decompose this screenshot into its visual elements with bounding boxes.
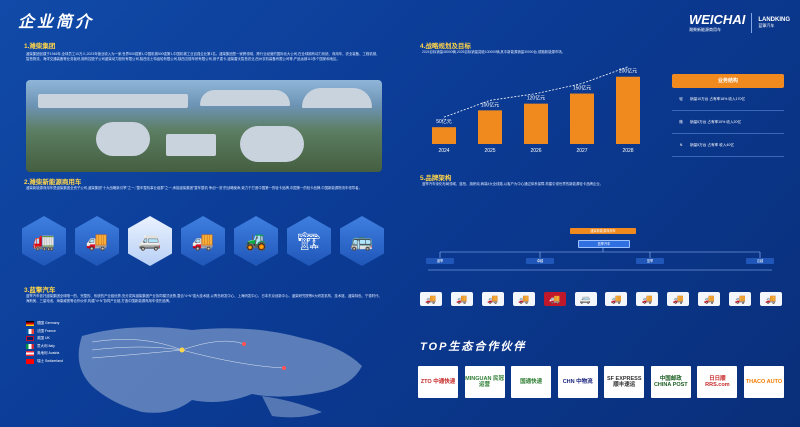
excavator-icon: 🏗 (287, 216, 331, 266)
van-icon: 🚐 (574, 292, 597, 306)
partner-logo: CHN 中物流 (557, 366, 598, 398)
truck-icon: 🚚 (420, 292, 442, 306)
org-branch: 蓝擎 (636, 258, 664, 264)
truck-icon: 🚚 (667, 292, 690, 306)
section-1-title: 1.潍柴集团 (24, 43, 56, 50)
flag-germany-icon (26, 321, 34, 327)
flag-switzerland-icon (26, 358, 34, 364)
flag-item: 瑞士 Switzerland (26, 358, 63, 366)
weichai-logo: WEICHAI 潍柴新能源商用车 (688, 12, 746, 32)
revenue-target-chart: 50亿元 2024 100亿元 2025 120亿元 2026 150亿元 2027 200亿元… (432, 66, 640, 154)
truck-icon: 🚚 (759, 292, 782, 306)
category-label: 2027 (576, 148, 587, 154)
trend-line (443, 66, 629, 118)
org-mid: 蓝擎汽车 (578, 240, 630, 248)
bar (616, 76, 640, 144)
category-label: 2026 (530, 148, 541, 154)
org-root: 潍柴新能源商用车 (570, 228, 636, 234)
business-row: N 销量5万台 占有率 收入40亿 (672, 134, 784, 157)
section-1-text: 潍柴集团创建于1946年,全球员工10万人,2023年营业收入为一家,世界500… (26, 52, 380, 61)
category-label: 2025 (484, 148, 495, 154)
flag-item: 法国 France (26, 328, 63, 336)
truck-icon: 🚚 (512, 292, 535, 306)
brand-logos: WEICHAI 潍柴新能源商用车 LANDKING 蓝擎汽车 (689, 12, 790, 33)
partners-title: TOP生态合作伙伴 (420, 341, 527, 353)
flag-uk-icon (26, 336, 34, 342)
section-5-text: 蓝擎汽车深化布局领域、蓝柏、旗帜纯,两端4大全线路,以客户为中心通过体系保障,构… (422, 182, 604, 186)
flag-france-icon (26, 328, 34, 334)
truck-icon: 🚚 (605, 292, 628, 306)
partner-logo: SF EXPRESS 顺丰速运 (604, 366, 645, 398)
org-branch: 嘉越 (746, 258, 774, 264)
business-row: 轻销量10万台 占有率18% 收入170亿 (672, 88, 784, 111)
section-4-text: 2024目标销量48000辆,2025目标销量突破100000辆,其中新能源销量… (422, 50, 566, 54)
brand-vehicle-row: 🚚 🚚 🚚 🚚 🚚 🚐 🚚 🚚 🚚 🚚 🚚 🚚 (420, 292, 782, 312)
bar-value-label: 50亿元 (436, 118, 452, 125)
bar (524, 103, 548, 144)
partner-logo: 国通快递 (511, 366, 552, 398)
partner-logo: THACO AUTO (743, 366, 784, 398)
business-row: 微销量5万台 占有率10% 收入20亿 (672, 111, 784, 134)
logo-divider (751, 12, 753, 33)
truck-icon: 🚚 (698, 292, 721, 306)
flag-item: 英国 UK (26, 335, 63, 343)
business-structure-title: 业务结构 (672, 74, 784, 88)
bar-value-label: 150亿元 (573, 85, 591, 92)
category-label: 2024 (438, 148, 449, 154)
section-2-title: 2.潍柴新能源商用车 (24, 179, 82, 186)
light-truck-icon: 🚚 (181, 216, 225, 266)
section-5-title: 5.品牌架构 (420, 175, 452, 182)
bar (570, 93, 594, 144)
page-title: 企业简介 (18, 14, 95, 31)
section-4-title: 4.战略规划及目标 (420, 43, 471, 50)
truck-icon: 🚚 (450, 292, 473, 306)
section-3-title: 3.蓝擎汽车 (24, 287, 56, 294)
van-icon: 🚐 (128, 216, 172, 266)
brand-architecture-chart: 潍柴新能源商用车 蓝擎汽车 潍擎 卓越 蓝擎 嘉越 (420, 220, 782, 320)
business-structure-panel: 业务结构 轻销量10万台 占有率18% 收入170亿 微销量5万台 占有率10%… (672, 74, 784, 158)
landking-logo: LANDKING 蓝擎汽车 (758, 16, 790, 28)
flag-item: 奥地利 Austria (26, 350, 63, 358)
org-branch: 潍擎 (426, 258, 454, 264)
partner-logo: ZTO 中通快递 (418, 366, 458, 398)
org-connectors (428, 247, 772, 271)
partner-logo: 中国邮政 CHINA POST (650, 366, 691, 398)
box-truck-icon: 🚚 (75, 216, 119, 266)
flag-italy-icon (26, 343, 34, 349)
org-branch: 卓越 (526, 258, 554, 264)
truck-icon: 🚚 (636, 292, 659, 306)
vehicle-lineup: 🚛 🚚 🚐 🚚 🚜 🏗 🚌 (22, 216, 384, 272)
tractor-icon: 🚜 (234, 216, 278, 266)
bar-value-label: 100亿元 (481, 101, 499, 108)
partner-logo: 日日顺 RRS.com (697, 366, 738, 398)
flag-austria-icon (26, 351, 34, 357)
truck-icon: 🚚 (729, 292, 752, 306)
country-flag-list: 德国 Germany 法国 France 英国 UK 意大利 Italy 奥地利… (26, 320, 63, 365)
section-3-text: 蓝擎汽车依托潍柴集团全球唯一的、完整的、系统的产业链优势,充分发挥潍柴集团产业协… (26, 294, 382, 303)
bar-value-label: 120亿元 (527, 95, 545, 102)
flag-item: 意大利 Italy (26, 343, 63, 351)
partner-logo: MINGUAN 民冠运营 (464, 366, 505, 398)
bar-value-label: 200亿元 (619, 68, 637, 75)
bar (478, 110, 502, 144)
flag-item: 德国 Germany (26, 320, 63, 328)
bus-icon: 🚌 (340, 216, 384, 266)
section-2-text: 潍柴新能源商用车是潍柴集团全资子公司,潍柴集团"十大战略新引擎"之一,"整车整机… (26, 186, 362, 190)
factory-aerial-photo (26, 80, 382, 172)
world-map (78, 327, 363, 418)
category-label: 2028 (622, 148, 633, 154)
truck-icon: 🚚 (481, 292, 504, 306)
tractor-truck-icon: 🚛 (22, 216, 66, 266)
red-truck-icon: 🚚 (543, 292, 566, 306)
partner-logo-row: ZTO 中通快递 MINGUAN 民冠运营 国通快递 CHN 中物流 SF EX… (418, 366, 784, 402)
bar (432, 127, 456, 144)
